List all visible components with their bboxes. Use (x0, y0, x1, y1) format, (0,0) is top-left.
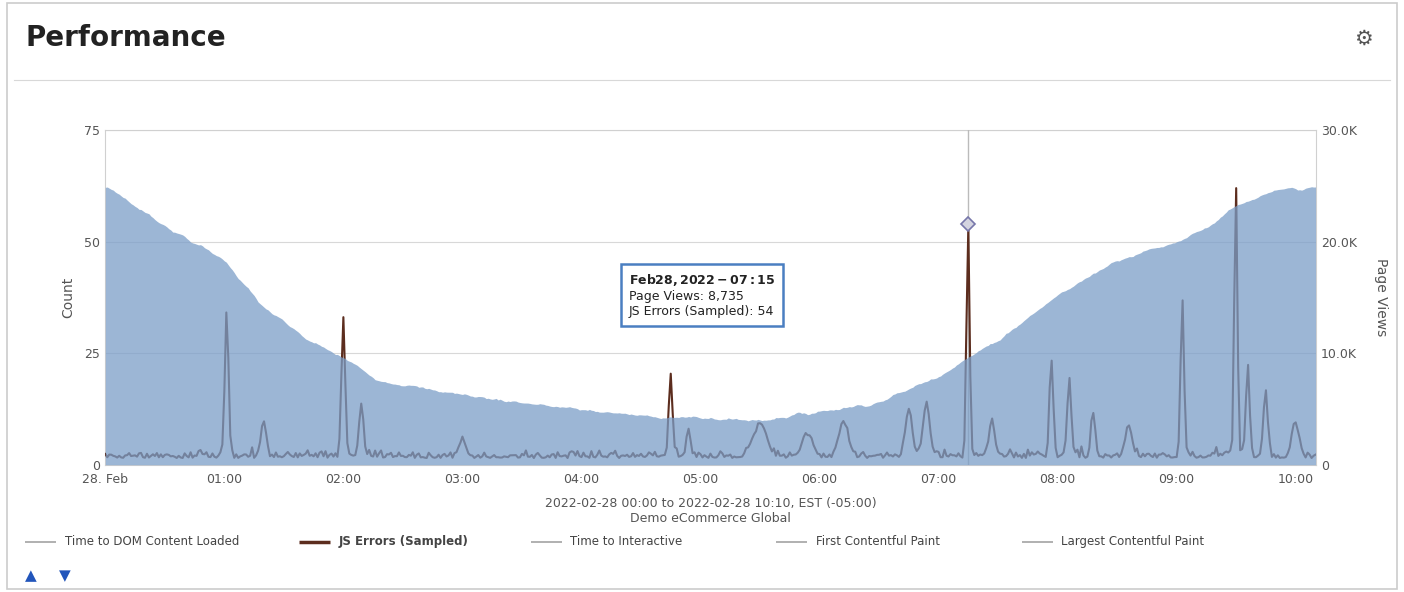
Text: $\bf{Feb 28, 2022 - 07:15}$
Page Views: 8,735
JS Errors (Sampled): 54: $\bf{Feb 28, 2022 - 07:15}$ Page Views: … (629, 272, 775, 318)
Text: JS Errors (Sampled): JS Errors (Sampled) (338, 535, 469, 548)
Text: ▲: ▲ (25, 568, 37, 583)
Text: ▼: ▼ (59, 568, 70, 583)
Text: Largest Contentful Paint: Largest Contentful Paint (1061, 535, 1205, 548)
Text: Performance: Performance (25, 24, 226, 53)
Text: Time to Interactive: Time to Interactive (570, 535, 682, 548)
Y-axis label: Count: Count (62, 277, 76, 318)
Text: First Contentful Paint: First Contentful Paint (816, 535, 939, 548)
Y-axis label: Page Views: Page Views (1373, 258, 1387, 337)
Text: Time to DOM Content Loaded: Time to DOM Content Loaded (65, 535, 239, 548)
Text: ⚙: ⚙ (1355, 28, 1373, 49)
X-axis label: 2022-02-28 00:00 to 2022-02-28 10:10, EST (-05:00)
Demo eCommerce Global: 2022-02-28 00:00 to 2022-02-28 10:10, ES… (545, 497, 876, 525)
